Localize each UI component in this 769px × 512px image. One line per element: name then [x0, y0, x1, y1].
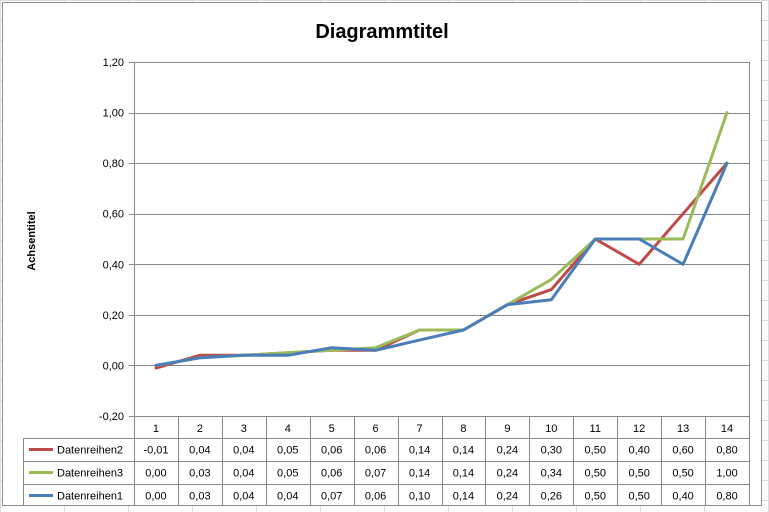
- legend-label-datenreihen3: Datenreihen3: [57, 468, 123, 480]
- table-value-cell: 0,50: [585, 491, 606, 503]
- table-value-cell: 1,00: [716, 468, 737, 480]
- x-category-label: 2: [197, 423, 203, 435]
- table-value-cell: 0,04: [233, 491, 254, 503]
- table-value-cell: 0,06: [365, 445, 386, 457]
- y-axis-title: Achsentitel: [26, 211, 38, 270]
- table-value-cell: 0,80: [716, 491, 737, 503]
- table-value-cell: 0,07: [321, 491, 342, 503]
- y-tick-label: 1,20: [103, 57, 124, 69]
- x-category-label: 5: [329, 423, 335, 435]
- chart-canvas: Diagrammtitel Achsentitel 1,20 1,00 0,80 0,…: [23, 21, 750, 505]
- table-value-cell: 0,06: [321, 468, 342, 480]
- y-tick-label: 0,20: [103, 310, 124, 322]
- y-tick-label: 1,00: [103, 108, 124, 120]
- y-axis-tick-labels: 1,20 1,00 0,80 0,60 0,40 0,20 0,00 -0,20: [99, 57, 124, 423]
- table-value-cell: 0,50: [585, 445, 606, 457]
- table-value-cell: 0,50: [628, 491, 649, 503]
- x-category-label: 10: [545, 423, 557, 435]
- series-line-datenreihen1: [154, 161, 729, 367]
- x-category-label: 13: [677, 423, 689, 435]
- table-value-cell: 0,50: [672, 468, 693, 480]
- table-value-cell: 0,80: [716, 445, 737, 457]
- chart-title: Diagrammtitel: [315, 21, 448, 43]
- series-lines: [154, 111, 729, 370]
- y-tick-label: 0,40: [103, 259, 124, 271]
- table-value-cell: 0,24: [497, 468, 518, 480]
- series-line-datenreihen2: [154, 161, 729, 370]
- table-value-cell: 0,50: [628, 468, 649, 480]
- table-value-cell: 0,05: [277, 468, 298, 480]
- table-value-cell: -0,01: [143, 445, 168, 457]
- table-value-cell: 0,10: [409, 491, 430, 503]
- table-value-cell: 0,14: [409, 445, 430, 457]
- legend-label-datenreihen2: Datenreihen2: [57, 445, 123, 457]
- x-category-label: 1: [153, 423, 159, 435]
- table-value-cell: 0,30: [541, 445, 562, 457]
- y-tick-label: 0,00: [103, 360, 124, 372]
- table-value-cell: 0,40: [628, 445, 649, 457]
- table-value-cell: 0,00: [145, 491, 166, 503]
- x-category-label: 4: [285, 423, 291, 435]
- table-value-cell: 0,14: [409, 468, 430, 480]
- y-tick-label: 0,60: [103, 209, 124, 221]
- y-tick-label: 0,80: [103, 158, 124, 170]
- table-value-cell: 0,05: [277, 445, 298, 457]
- table-value-cell: 0,06: [321, 445, 342, 457]
- table-value-cell: 0,14: [453, 491, 474, 503]
- table-value-cell: 0,04: [277, 491, 298, 503]
- table-value-cell: 0,03: [189, 468, 210, 480]
- table-value-cell: 0,34: [541, 468, 562, 480]
- table-value-cell: 0,06: [365, 491, 386, 503]
- x-category-label: 9: [504, 423, 510, 435]
- x-category-label: 7: [416, 423, 422, 435]
- table-value-cell: 0,60: [672, 445, 693, 457]
- table-value-cell: 0,24: [497, 491, 518, 503]
- chart-area[interactable]: Diagrammtitel Achsentitel 1,20 1,00 0,80 0,…: [2, 2, 762, 506]
- table-value-cell: 0,14: [453, 445, 474, 457]
- x-category-label: 8: [460, 423, 466, 435]
- table-value-cell: 0,07: [365, 468, 386, 480]
- table-value-cell: 0,40: [672, 491, 693, 503]
- x-category-label: 12: [633, 423, 645, 435]
- x-category-label: 11: [590, 423, 601, 435]
- table-value-cell: 0,26: [541, 491, 562, 503]
- x-category-label: 6: [373, 423, 379, 435]
- table-value-cell: 0,14: [453, 468, 474, 480]
- table-value-cell: 0,04: [233, 468, 254, 480]
- x-category-label: 3: [241, 423, 247, 435]
- legend-label-datenreihen1: Datenreihen1: [57, 491, 123, 503]
- table-value-cell: 0,50: [585, 468, 606, 480]
- y-tick-label: -0,20: [99, 411, 124, 423]
- table-value-cell: 0,24: [497, 445, 518, 457]
- plot-gridlines: [129, 62, 750, 417]
- table-value-cell: 0,04: [189, 445, 210, 457]
- x-category-label: 14: [721, 423, 733, 435]
- table-value-cell: 0,03: [189, 491, 210, 503]
- table-value-cell: 0,04: [233, 445, 254, 457]
- table-value-cell: 0,00: [145, 468, 166, 480]
